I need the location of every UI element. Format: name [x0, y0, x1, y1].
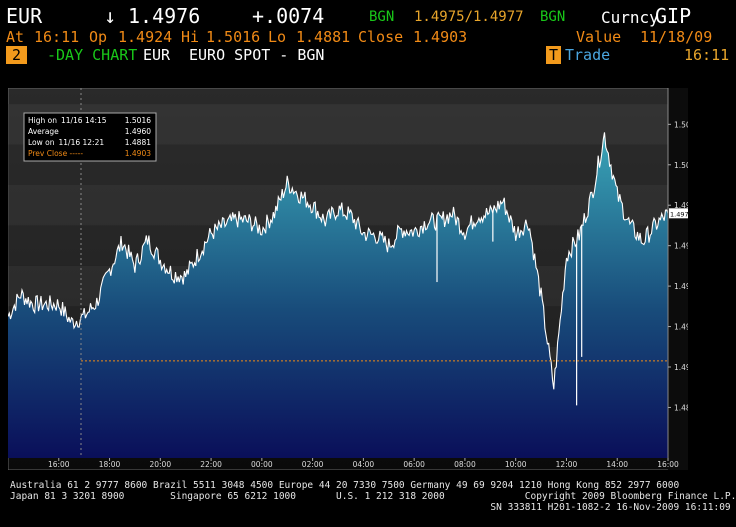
- stats-average-value: 1.4960: [125, 127, 151, 136]
- stats-prev-close-label: Prev Close -----: [28, 149, 83, 158]
- stats-low-date: 11/16 12:21: [59, 138, 105, 147]
- low-label: Lo: [268, 28, 287, 46]
- y-tick-label: 1.4880: [674, 403, 688, 412]
- last-price: 1.4976: [128, 4, 201, 28]
- x-tick-label: 20:00: [149, 460, 171, 469]
- x-tick-label: 08:00: [454, 460, 476, 469]
- x-tick-label: 18:00: [99, 460, 121, 469]
- open-value: 1.4924: [118, 28, 173, 46]
- pricing-source: BGN: [369, 9, 395, 25]
- stats-prev-close-value: 1.4903: [125, 149, 151, 158]
- market-sector: Curncy: [601, 8, 659, 27]
- chart-type-label: -DAY CHART: [47, 46, 138, 64]
- high-label: Hi: [181, 28, 200, 46]
- y-tick-label: 1.4980: [674, 201, 688, 210]
- y-tick-label: 1.4920: [674, 323, 688, 332]
- x-tick-label: 16:00: [48, 460, 70, 469]
- value-date: 11/18/09: [640, 28, 713, 46]
- x-tick-label: 14:00: [606, 460, 628, 469]
- quote-time: 16:11: [34, 28, 80, 46]
- days-input[interactable]: 2: [6, 46, 28, 64]
- stats-high-date: 11/16 14:15: [61, 116, 107, 125]
- stats-box: High on 11/16 14:15 1.5016 Average 1.4960…: [23, 112, 157, 162]
- security-header: EUR ↓ 1.4976 +.0074 BGN 1.4975/1.4977 BG…: [0, 4, 736, 28]
- stats-average-label: Average: [28, 127, 59, 136]
- bid-ask: 1.4975/1.4977: [414, 9, 524, 25]
- y-axis-ticks: 1.5020 1.5000 1.4980 1.4960 1.4940 1.4920 1.49…: [668, 120, 688, 412]
- trade-mode-label[interactable]: Trade: [565, 46, 611, 64]
- x-tick-label: 06:00: [403, 460, 425, 469]
- footer: Australia 61 2 9777 8600 Brazil 5511 304…: [10, 480, 736, 523]
- open-label: Op: [89, 28, 108, 46]
- y-tick-label: 1.4940: [674, 282, 688, 291]
- last-price-tag: 1.4976: [669, 208, 688, 219]
- y-tick-label: 1.4960: [674, 242, 688, 251]
- y-tick-label: 1.5000: [674, 161, 688, 170]
- x-tick-label: 00:00: [251, 460, 273, 469]
- time-label: At: [6, 28, 25, 46]
- y-axis-panel: [668, 88, 688, 470]
- security-ticker[interactable]: EUR: [6, 4, 43, 28]
- stats-low-value: 1.4881: [125, 138, 151, 147]
- x-tick-label: 02:00: [302, 460, 324, 469]
- date-label-day-1: 15 Nov 2009: [20, 469, 62, 470]
- net-change: +.0074: [252, 4, 325, 28]
- close-value: 1.4903: [413, 28, 468, 46]
- x-tick-label: 04:00: [353, 460, 375, 469]
- high-value: 1.5016: [206, 28, 261, 46]
- trade-key[interactable]: T: [546, 46, 562, 64]
- down-arrow-icon: ↓: [104, 4, 117, 28]
- x-tick-label: 16:00: [657, 460, 679, 469]
- value-label: Value: [576, 28, 622, 46]
- price-spikes: [436, 213, 583, 406]
- pricing-source-2: BGN: [540, 9, 566, 25]
- stats-high-value: 1.5016: [125, 116, 151, 125]
- y-tick-label: 1.5020: [674, 120, 688, 129]
- function-code[interactable]: GIP: [655, 4, 692, 28]
- price-chart[interactable]: 1.5020 1.5000 1.4980 1.4960 1.4940 1.4920 1.49…: [8, 88, 688, 470]
- clock: 16:11: [684, 46, 730, 64]
- stats-high-label: High on: [28, 116, 57, 125]
- footer-serial-line: SN 333811 H201-1082-2 16-Nov-2009 16:11:…: [10, 502, 731, 513]
- x-tick-label: 12:00: [556, 460, 578, 469]
- quote-row: At 16:11 Op 1.4924 Hi 1.5016 Lo 1.4881 C…: [0, 28, 736, 46]
- x-axis-ticks: 16:00 18:00 20:00 22:00 00:00 02:00 04:00 06:00…: [20, 458, 679, 470]
- last-price-label: 1.4976: [670, 210, 688, 218]
- price-area: [8, 132, 668, 458]
- close-label: Close: [358, 28, 404, 46]
- y-tick-label: 1.4900: [674, 363, 688, 372]
- footer-contacts-line-1: Australia 61 2 9777 8600 Brazil 5511 304…: [10, 480, 680, 491]
- price-line: [8, 132, 669, 390]
- low-value: 1.4881: [296, 28, 351, 46]
- x-tick-label: 22:00: [200, 460, 222, 469]
- footer-contacts-line-2: Japan 81 3 3201 8900 Singapore 65 6212 1…: [10, 491, 736, 502]
- chart-title-row: 2 -DAY CHART EUR EURO SPOT - BGN T Trade…: [0, 46, 736, 64]
- stats-low-label: Low on: [28, 138, 55, 147]
- date-label-day-2: 16 Nov 2009: [320, 469, 362, 470]
- x-tick-label: 10:00: [505, 460, 527, 469]
- chart-ticker: EUR: [143, 46, 171, 64]
- chart-description: EURO SPOT - BGN: [189, 46, 325, 64]
